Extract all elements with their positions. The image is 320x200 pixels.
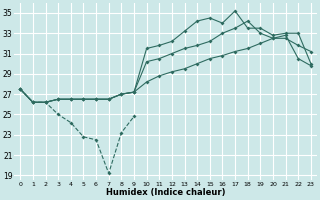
X-axis label: Humidex (Indice chaleur): Humidex (Indice chaleur) <box>106 188 225 197</box>
